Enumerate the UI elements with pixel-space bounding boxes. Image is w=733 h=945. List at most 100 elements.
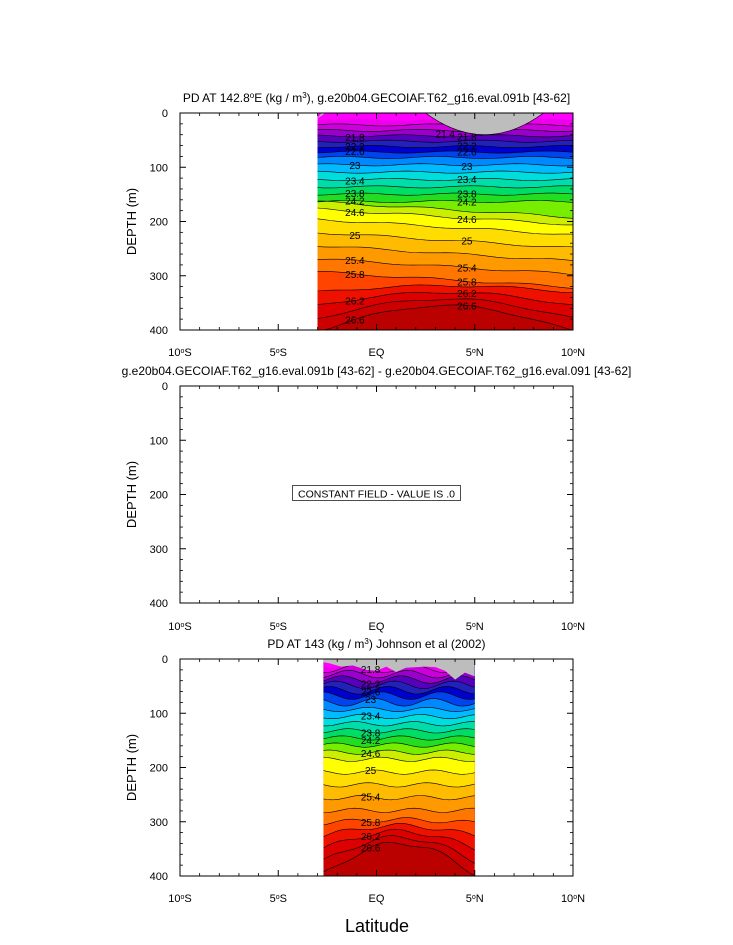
contour-line [323,807,475,813]
contour-label: 26.2 [345,297,365,308]
panel-model: PD AT 142.8oE (kg / m3), g.e20b04.GECOIA… [124,91,585,360]
x-tick-label: 5oN [466,893,484,905]
x-axis-label: Latitude [345,916,409,936]
contour-label: 22.2 [457,142,477,153]
contour-label: 23.4 [457,175,477,186]
x-tick-label: 10oN [561,347,585,359]
x-tick-label: EQ [369,621,385,633]
y-tick-label: 300 [150,817,168,829]
contour-label: 25.8 [457,278,477,289]
contour-label: 25.4 [345,256,365,267]
contour-label: 24.2 [361,736,381,747]
contour-line [323,742,475,748]
contour-label: 23.4 [345,176,365,187]
contour-label: 25 [365,766,377,777]
contour-label: 26.6 [457,301,477,312]
contour-line [317,232,573,248]
contour-label: 26.6 [361,843,381,854]
contour-line [323,817,475,826]
panel-title: PD AT 143 (kg / m3) Johnson et al (2002) [267,637,485,652]
x-tick-label: 10oS [168,347,192,359]
contour-line [317,150,573,154]
contour-label: 25.4 [457,264,477,275]
contour-line [323,841,475,876]
contour-line [317,292,573,306]
contour-line [323,706,475,712]
contour-line [323,721,475,727]
contour-label: 21.4 [436,130,456,141]
contour-label: 25.4 [361,792,381,803]
contour-line [317,170,573,174]
contour-label: 22.6 [361,687,381,698]
contour-label: 26.2 [361,832,381,843]
y-tick-label: 300 [150,544,168,556]
contour-line [323,680,475,690]
x-tick-label: 5oS [270,347,287,359]
contour-line [323,749,475,755]
contour-label: 24.2 [457,198,477,209]
y-tick-label: 100 [150,162,168,174]
contour-line [323,835,475,864]
contour-label: 23.8 [361,728,381,739]
contour-line [317,271,573,289]
contour-label: 23.8 [345,189,365,200]
contour-label: 25 [349,231,361,242]
contour-label: 23 [461,162,473,173]
contour-line [317,178,573,181]
y-tick-label: 400 [150,598,168,610]
y-axis-label: DEPTH (m) [124,461,139,528]
density-field: 21.822.222.62323.423.824.224.62525.425.8… [323,659,475,876]
contour-line [323,698,475,707]
y-tick-label: 100 [150,435,168,447]
contour-line [317,163,573,167]
panel-title: g.e20b04.GECOIAF.T62_g16.eval.091b [43-6… [122,364,632,378]
contour-line [323,686,475,695]
x-tick-label: 10oN [561,893,585,905]
y-tick-label: 0 [162,381,168,393]
y-tick-label: 100 [150,708,168,720]
contour-line [317,185,573,189]
y-tick-label: 400 [150,325,168,337]
contour-line [317,298,573,319]
y-axis-label: DEPTH (m) [124,188,139,255]
contour-line [317,284,573,293]
x-tick-label: 10oN [561,621,585,633]
contour-label: 25 [461,237,473,248]
contour-label: 22.6 [345,147,365,158]
y-tick-label: 0 [162,654,168,666]
contour-label: 26.6 [345,315,365,326]
contour-label: 23.8 [457,189,477,200]
contour-line [323,735,475,741]
contour-line [323,782,475,788]
density-field: 21.822.222.62323.423.824.224.62525.425.8… [317,113,573,330]
contour-line [323,823,475,837]
x-tick-label: 5oN [466,347,484,359]
contour-label: 24.6 [457,215,477,226]
contour-label: 21.8 [457,132,477,143]
x-tick-label: 5oS [270,893,287,905]
contour-line [323,828,475,851]
y-tick-label: 200 [150,763,168,775]
contour-line [317,207,573,226]
land-mask [425,113,545,135]
land-mask [323,659,475,680]
contour-line [323,756,475,762]
contour-line [323,669,475,679]
y-tick-label: 200 [150,490,168,502]
contour-line [317,200,573,203]
contour-line [323,795,475,801]
contour-line [317,145,573,149]
contour-label: 23 [365,695,377,706]
x-tick-label: 5oS [270,621,287,633]
contour-line [317,218,573,235]
contour-line [323,769,475,775]
x-tick-label: EQ [369,893,385,905]
contour-label: 22.2 [345,142,365,153]
contour-line [317,258,573,276]
x-tick-label: 10oS [168,893,192,905]
contour-line [317,139,573,143]
contour-line [317,246,573,261]
panel-observations: PD AT 143 (kg / m3) Johnson et al (2002)… [124,637,585,906]
y-tick-label: 0 [162,108,168,120]
